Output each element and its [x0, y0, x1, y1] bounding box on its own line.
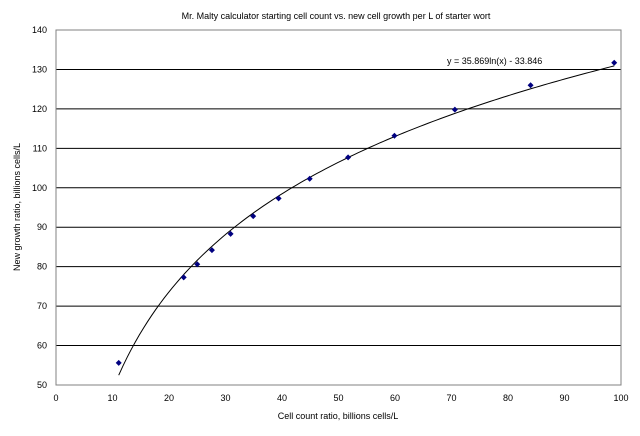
- y-tick-label: 60: [37, 341, 47, 351]
- x-tick-label: 60: [390, 393, 400, 403]
- data-point: [227, 230, 234, 237]
- x-tick-label: 100: [613, 393, 628, 403]
- x-tick-label: 40: [277, 393, 287, 403]
- y-tick-label: 110: [33, 143, 47, 153]
- y-axis-title: New growth ratio, billions cells/L: [12, 143, 22, 271]
- x-tick-label: 70: [446, 393, 456, 403]
- x-tick-label: 20: [164, 393, 174, 403]
- y-axis-tick-labels: 50 60 70 80 90 100 110 120 130 140: [32, 25, 47, 390]
- data-point: [527, 82, 534, 89]
- data-point: [306, 175, 313, 182]
- logarithmic-trendline: [118, 65, 615, 376]
- y-tick-label: 80: [37, 262, 47, 272]
- x-tick-label: 0: [53, 393, 58, 403]
- data-point: [115, 359, 122, 366]
- y-tick-label: 140: [32, 25, 47, 35]
- y-tick-label: 70: [37, 301, 47, 311]
- data-point: [611, 59, 618, 66]
- data-point: [180, 274, 187, 281]
- y-tick-label: 130: [32, 64, 47, 74]
- x-axis-title: Cell count ratio, billions cells/L: [278, 411, 399, 421]
- trendline-equation-label: y = 35.869ln(x) - 33.846: [447, 56, 542, 66]
- plot-area-border: [55, 29, 622, 386]
- x-axis-tick-labels: 0 10 20 30 40 50 60 70 80 90 100: [53, 393, 628, 403]
- data-point: [275, 195, 282, 202]
- y-tick-label: 120: [32, 104, 47, 114]
- data-points: [115, 59, 618, 366]
- data-point: [250, 213, 257, 220]
- y-tick-label: 50: [37, 380, 47, 390]
- x-tick-label: 90: [559, 393, 569, 403]
- data-point: [391, 132, 398, 139]
- data-point: [451, 106, 458, 113]
- data-point: [194, 261, 201, 268]
- x-tick-label: 10: [107, 393, 117, 403]
- y-tick-label: 90: [37, 222, 47, 232]
- data-point: [345, 154, 352, 161]
- x-tick-label: 30: [220, 393, 230, 403]
- gridlines: [56, 68, 621, 347]
- x-tick-label: 80: [503, 393, 513, 403]
- x-tick-label: 50: [333, 393, 343, 403]
- y-tick-label: 100: [32, 183, 47, 193]
- chart-title: Mr. Malty calculator starting cell count…: [182, 11, 491, 21]
- data-point: [208, 247, 215, 254]
